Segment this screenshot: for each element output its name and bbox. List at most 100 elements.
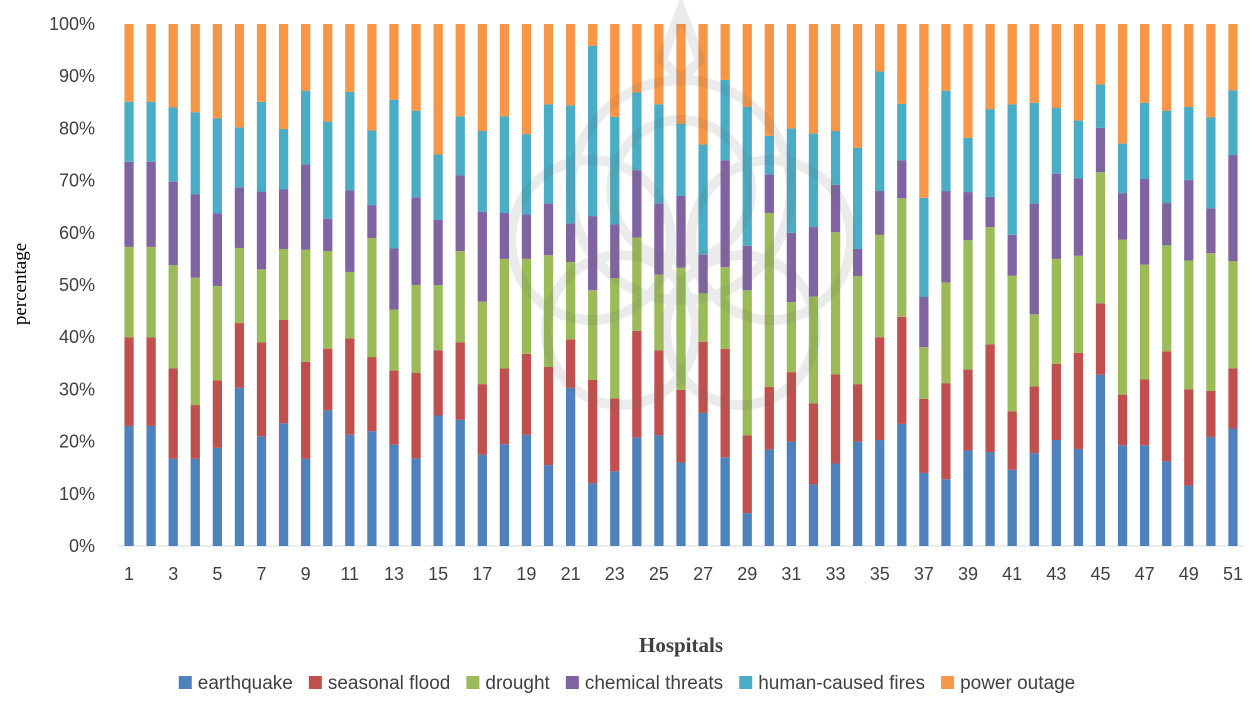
bar-segment-drought — [654, 274, 664, 351]
x-tick-label: 11 — [340, 564, 359, 584]
bar-segment-drought — [919, 347, 929, 399]
bar-segment-power-outage — [1228, 24, 1238, 91]
bar-segment-human-caused-fires — [323, 121, 333, 219]
bar-segment-seasonal-flood — [345, 338, 355, 435]
bar-segment-power-outage — [1140, 24, 1150, 103]
bar-segment-chemical-threats — [764, 174, 774, 213]
bar-segment-chemical-threats — [1184, 180, 1194, 261]
bar-segment-human-caused-fires — [875, 71, 885, 192]
x-tick-label: 13 — [384, 564, 404, 584]
bar-segment-human-caused-fires — [234, 127, 245, 188]
bar-segment-drought — [124, 246, 134, 338]
bar-segment-power-outage — [764, 24, 774, 136]
x-tick-label: 41 — [1002, 564, 1022, 584]
bar-segment-seasonal-flood — [234, 323, 245, 388]
bar-segment-chemical-threats — [897, 160, 907, 199]
bar-segment-seasonal-flood — [1140, 379, 1150, 446]
bar-segment-seasonal-flood — [875, 337, 885, 441]
bar-segment-chemical-threats — [521, 214, 532, 259]
bar-segment-seasonal-flood — [830, 374, 841, 464]
bar-segment-earthquake — [455, 419, 465, 546]
bar-segment-drought — [1007, 275, 1017, 412]
bar-segment-chemical-threats — [985, 196, 995, 228]
bar-segment-seasonal-flood — [521, 353, 532, 435]
bar-segment-human-caused-fires — [1051, 108, 1061, 174]
bar-segment-earthquake — [764, 449, 774, 546]
bar-segment-seasonal-flood — [1051, 363, 1061, 441]
bar-segment-power-outage — [1184, 24, 1194, 107]
bar-segment-earthquake — [676, 462, 686, 546]
bar-segment-seasonal-flood — [1228, 368, 1238, 429]
bar-segment-seasonal-flood — [212, 380, 222, 448]
bar-segment-power-outage — [963, 24, 973, 138]
bar-segment-drought — [146, 246, 156, 338]
bar-segment-chemical-threats — [301, 164, 311, 250]
x-tick-label: 19 — [516, 564, 536, 584]
bar-segment-human-caused-fires — [808, 133, 819, 228]
bar-segment-seasonal-flood — [720, 348, 730, 458]
legend-swatch — [178, 676, 192, 689]
legend-swatch — [941, 676, 955, 689]
bar-segment-seasonal-flood — [389, 370, 399, 445]
bar-segment-human-caused-fires — [499, 116, 510, 213]
bar-segment-drought — [389, 309, 399, 371]
y-tick-label: 60% — [59, 223, 95, 243]
bar-segment-human-caused-fires — [610, 116, 620, 225]
bar-segment-earthquake — [1029, 453, 1039, 546]
bar-segment-earthquake — [1073, 448, 1084, 546]
bar-segment-power-outage — [985, 24, 995, 110]
bar-segment-seasonal-flood — [963, 369, 973, 451]
bar-segment-seasonal-flood — [1162, 351, 1172, 462]
bar-segment-seasonal-flood — [367, 357, 377, 432]
bar-segment-human-caused-fires — [168, 107, 178, 182]
x-tick-label: 51 — [1223, 564, 1243, 584]
bar-segment-human-caused-fires — [764, 135, 774, 175]
bar-segment-power-outage — [323, 24, 333, 122]
bar-segment-human-caused-fires — [676, 123, 686, 196]
bar-segment-chemical-threats — [676, 195, 686, 268]
bar-segment-earthquake — [389, 444, 399, 546]
bar-segment-drought — [1140, 264, 1150, 380]
bar-segment-drought — [477, 301, 487, 385]
bar-segment-human-caused-fires — [985, 109, 995, 197]
bar-segment-earthquake — [367, 431, 377, 546]
bar-segment-power-outage — [588, 24, 598, 46]
bar-segment-power-outage — [212, 24, 222, 119]
bar-segment-seasonal-flood — [897, 316, 907, 424]
bar-segment-human-caused-fires — [1117, 143, 1128, 194]
bar-segment-seasonal-flood — [278, 319, 289, 424]
bar-segment-earthquake — [808, 484, 819, 546]
bar-segment-earthquake — [278, 423, 289, 546]
y-tick-label: 90% — [59, 66, 95, 86]
bar-segment-chemical-threats — [124, 161, 134, 247]
bar-segment-power-outage — [521, 24, 532, 135]
bar-segment-human-caused-fires — [1140, 102, 1150, 180]
bar-segment-human-caused-fires — [852, 147, 863, 249]
x-tick-label: 27 — [693, 564, 713, 584]
bar-segment-earthquake — [897, 423, 907, 546]
bar-segment-chemical-threats — [875, 191, 885, 235]
bar-segment-power-outage — [234, 24, 245, 128]
bar-segment-earthquake — [234, 387, 245, 546]
bar-segment-seasonal-flood — [808, 403, 819, 485]
bar-segment-earthquake — [1007, 469, 1017, 546]
legend-swatch — [466, 676, 480, 689]
bar-segment-human-caused-fires — [1184, 107, 1194, 181]
bar-segment-chemical-threats — [146, 161, 156, 247]
bar-segment-chemical-threats — [1051, 173, 1061, 259]
bar-segment-earthquake — [786, 441, 797, 546]
bar-segment-drought — [190, 277, 200, 406]
bar-segment-chemical-threats — [1117, 193, 1128, 240]
bar-segment-seasonal-flood — [588, 380, 598, 484]
x-tick-label: 45 — [1090, 564, 1110, 584]
bar-segment-human-caused-fires — [1029, 102, 1039, 204]
bar-segment-earthquake — [985, 452, 995, 546]
bar-segment-power-outage — [256, 24, 267, 102]
bar-segment-earthquake — [433, 415, 443, 546]
bar-segment-power-outage — [1117, 24, 1128, 144]
bar-segment-drought — [521, 258, 532, 354]
y-tick-label: 40% — [59, 327, 95, 347]
bar-segment-chemical-threats — [477, 211, 487, 302]
legend-swatch — [739, 676, 753, 689]
